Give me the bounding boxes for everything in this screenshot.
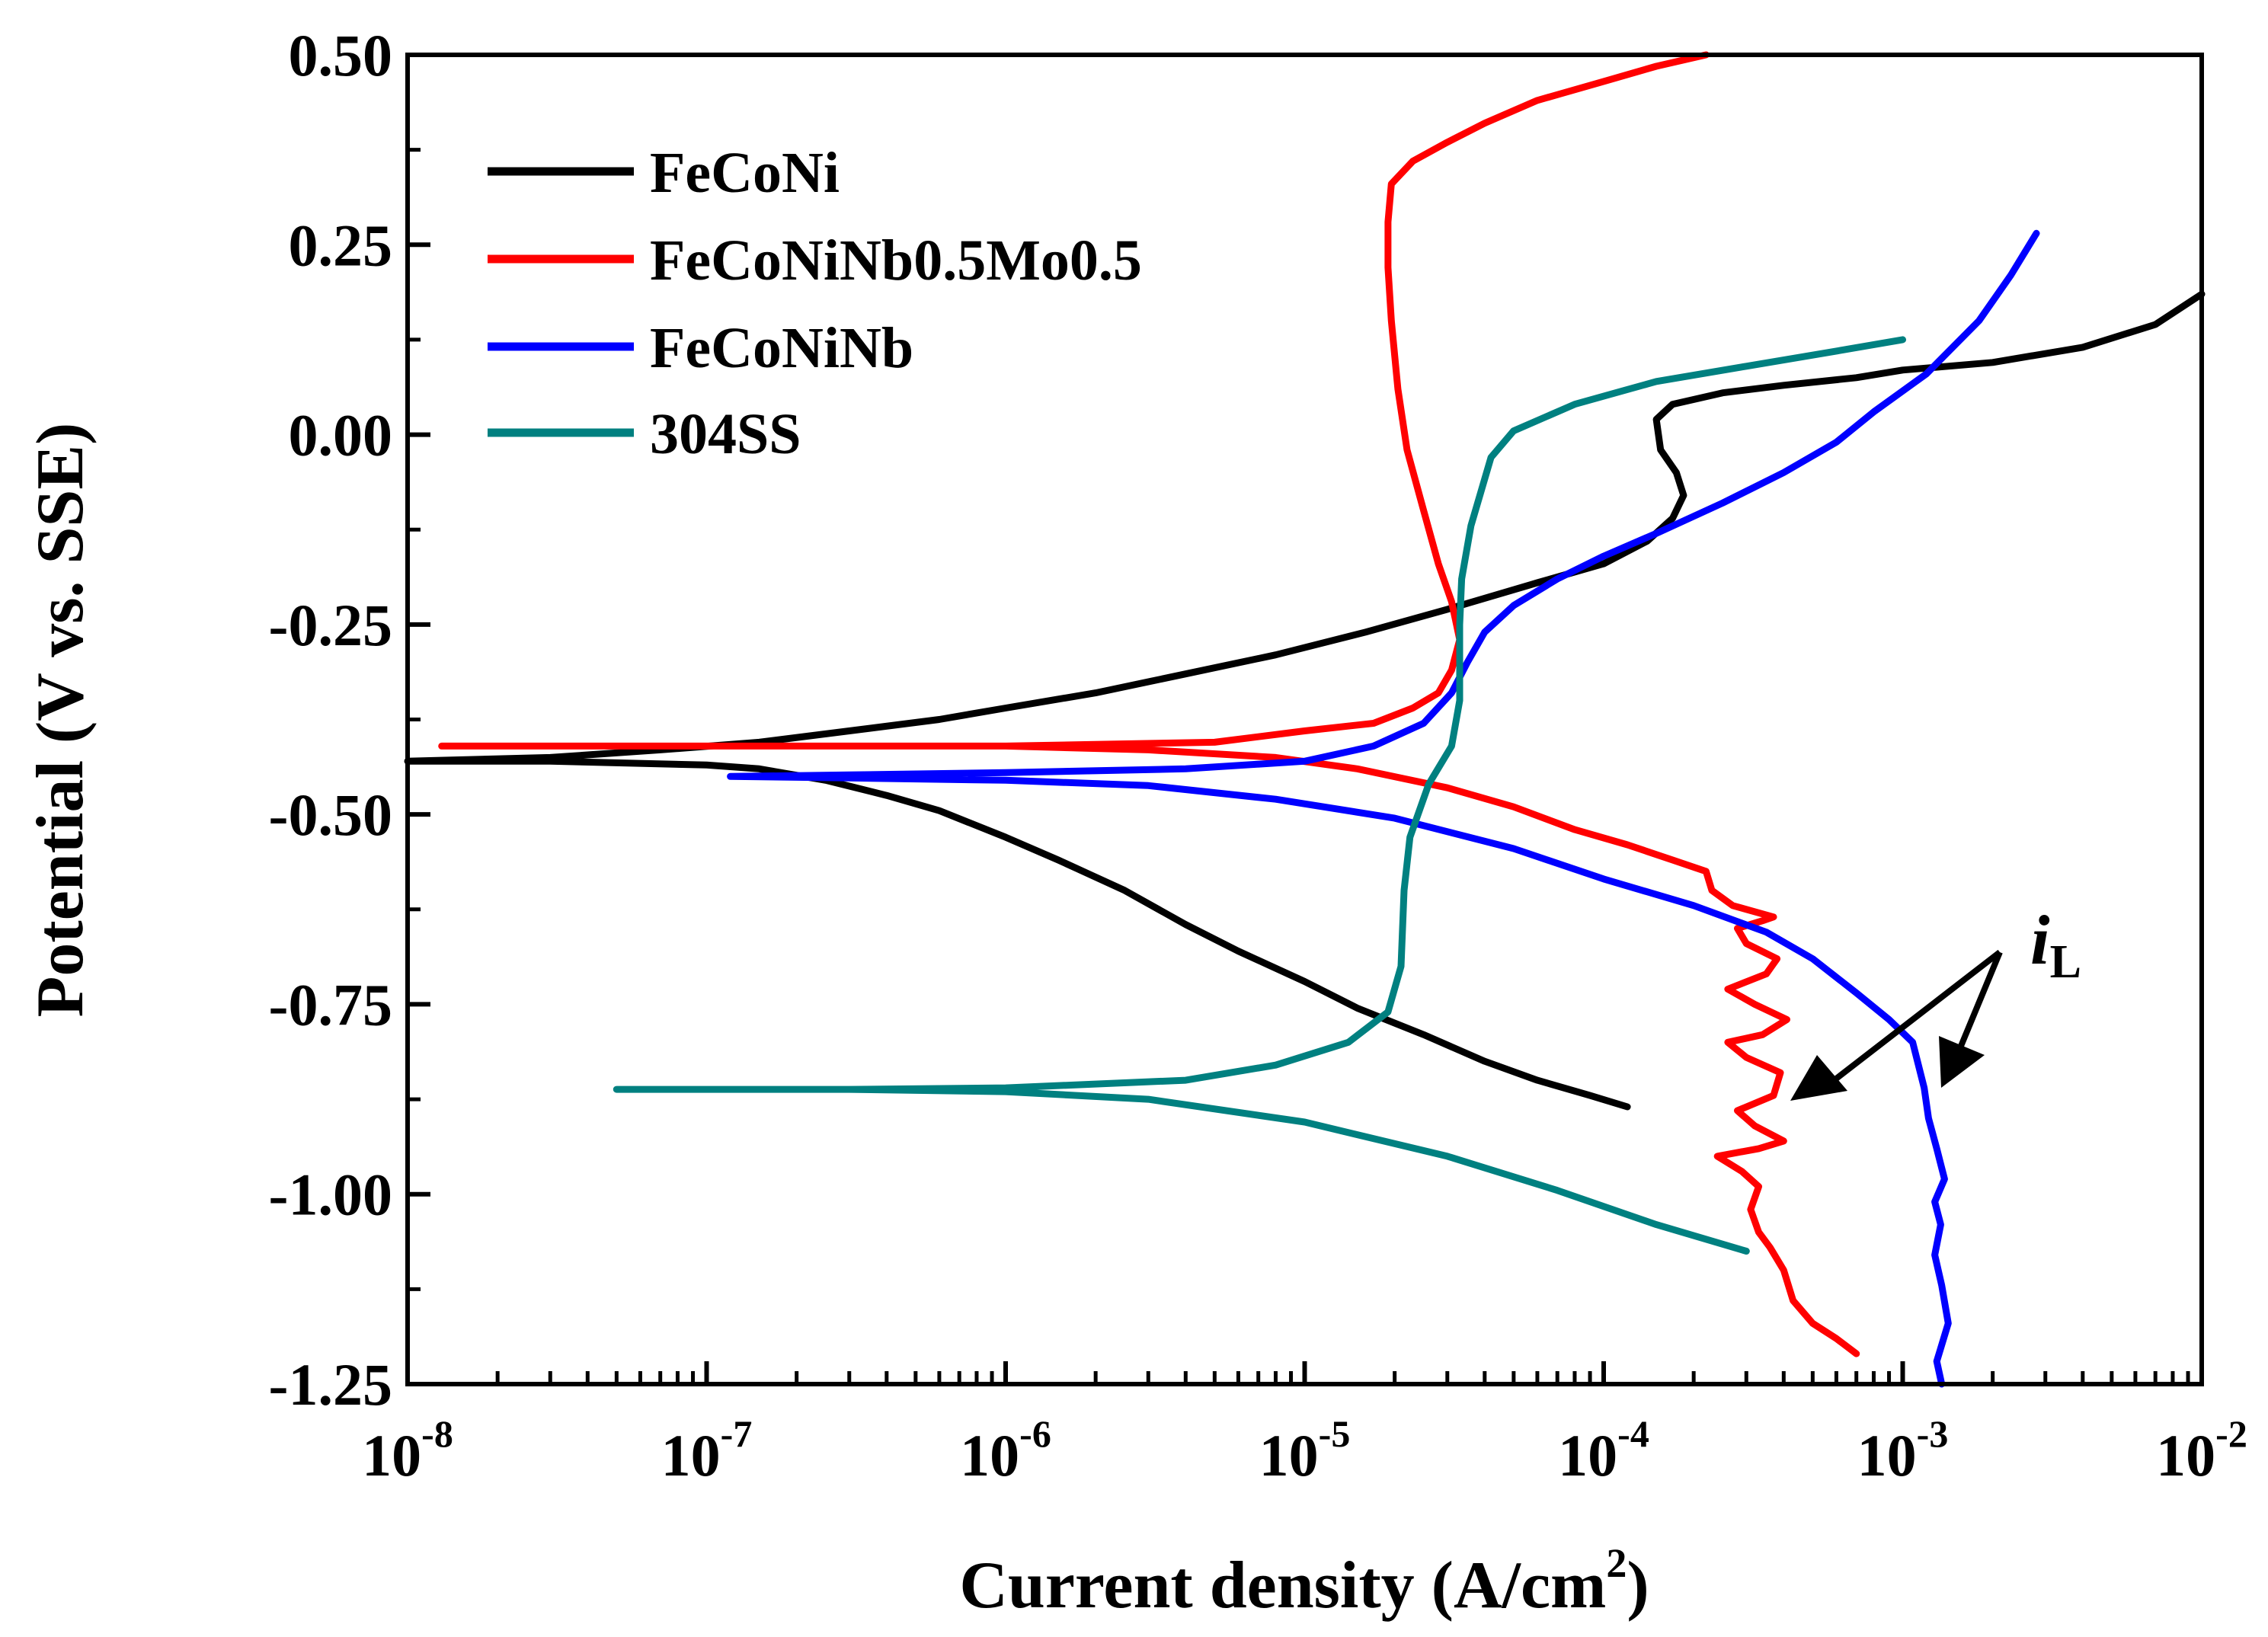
legend: FeCoNi FeCoNiNb0.5Mo0.5 FeCoNiNb 304SS bbox=[488, 141, 1142, 466]
x-tick-labels: 10-8 10-7 10-6 10-5 10-4 10-3 10-2 bbox=[362, 1412, 2247, 1488]
plot-frame bbox=[405, 53, 2204, 1386]
annotation-arrowhead bbox=[1939, 1036, 1985, 1088]
x-axis-title: Current density (A/cm2) bbox=[959, 1540, 1649, 1623]
x-tick-label: 10-8 bbox=[362, 1412, 453, 1488]
annotation-arrow-line bbox=[1830, 949, 2002, 1085]
series-line-feconinb bbox=[727, 229, 2040, 1388]
x-axis-title-superscript: 2 bbox=[1606, 1540, 1627, 1586]
x-tick-label: 10-2 bbox=[2156, 1412, 2247, 1488]
x-tick-label: 10-5 bbox=[1259, 1412, 1351, 1488]
y-tick-label: 0.25 bbox=[289, 212, 393, 278]
y-tick-label: 0.00 bbox=[289, 402, 393, 468]
x-tick-label: 10-3 bbox=[1857, 1412, 1949, 1488]
y-tick-label: -1.25 bbox=[269, 1351, 392, 1418]
x-tick-label: 10-6 bbox=[960, 1412, 1051, 1488]
annotation-label: iL bbox=[2030, 901, 2081, 988]
x-tick-label: 10-7 bbox=[661, 1412, 753, 1488]
y-tick-label: -0.50 bbox=[269, 782, 392, 848]
series-lines bbox=[404, 51, 2206, 1388]
legend-label: FeCoNiNb0.5Mo0.5 bbox=[650, 229, 1142, 293]
y-tick-label: 0.50 bbox=[289, 22, 393, 88]
y-axis-title: Potential (V vs. SSE) bbox=[24, 423, 98, 1018]
legend-label: FeCoNi bbox=[650, 141, 840, 205]
series-line-304ss bbox=[613, 336, 1906, 1255]
x-tick-label: 10-4 bbox=[1558, 1412, 1649, 1488]
legend-label: FeCoNiNb bbox=[650, 316, 913, 380]
annotation-il: iL bbox=[1790, 901, 2081, 1101]
series-line-feconi bbox=[404, 290, 2206, 1111]
annotation-arrowhead bbox=[1790, 1055, 1847, 1101]
y-tick-labels: 0.50 0.25 0.00 -0.25 -0.50 -0.75 -1.00 -1.25 bbox=[269, 22, 392, 1418]
series-line-feconinb0-5mo0-5 bbox=[438, 51, 1860, 1357]
y-tick-label: -1.00 bbox=[269, 1162, 392, 1228]
y-tick-label: -0.25 bbox=[269, 592, 392, 658]
legend-label: 304SS bbox=[650, 402, 801, 466]
y-tick-label: -0.75 bbox=[269, 971, 392, 1038]
annotation-arrow-line bbox=[1956, 951, 2003, 1051]
